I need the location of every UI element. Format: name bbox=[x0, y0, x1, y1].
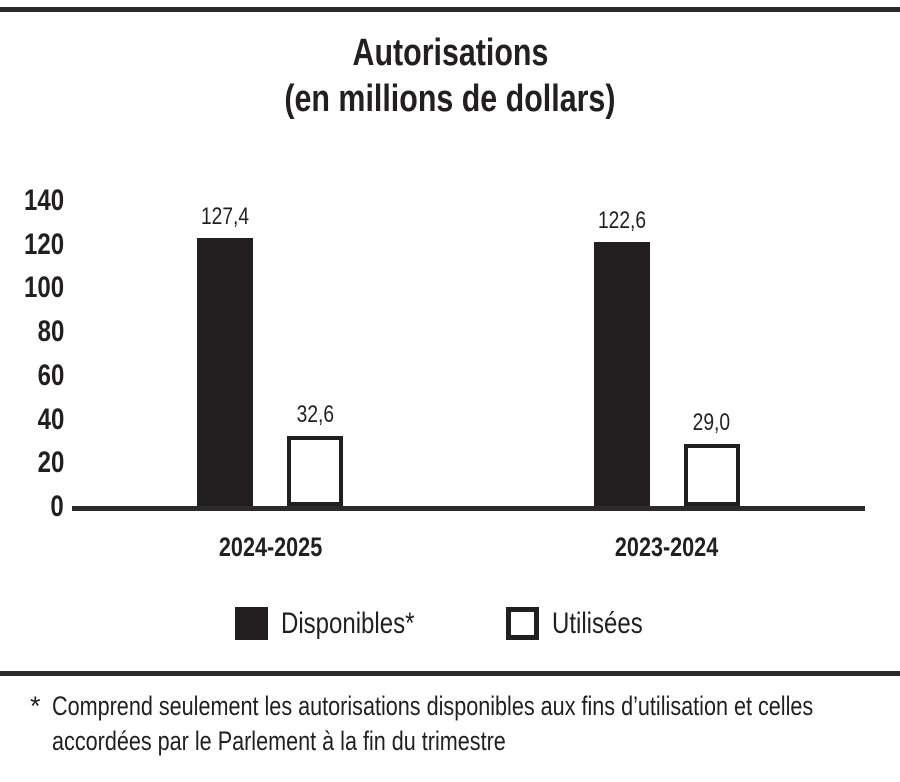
chart-subtitle-text: (en millions de dollars) bbox=[284, 78, 616, 120]
bar-cell-disponibles: 122,6 bbox=[593, 205, 650, 506]
legend-swatch-outlined-icon bbox=[505, 607, 539, 640]
y-axis-tick-text: 60 bbox=[37, 358, 64, 392]
y-axis-tick-text: 40 bbox=[37, 402, 64, 436]
footnote-divider bbox=[0, 671, 900, 676]
bar-value-label: 122,6 bbox=[597, 207, 646, 235]
bar-value-label: 29,0 bbox=[693, 408, 731, 436]
footnote-line-2: accordées par le Parlement à la fin du t… bbox=[52, 726, 506, 756]
bar-utilisees-2024-2025 bbox=[287, 435, 344, 506]
bar-cell-disponibles: 127,4 bbox=[197, 203, 254, 506]
report-figure: Autorisations (en millions de dollars) 0… bbox=[0, 7, 900, 759]
legend-label-utilisees: Utilisées bbox=[551, 606, 643, 640]
y-axis-tick-text: 0 bbox=[50, 490, 64, 523]
x-axis-label-text: 2024-2025 bbox=[218, 532, 322, 562]
bar-value-label: 127,4 bbox=[201, 203, 250, 230]
legend-item-disponibles: Disponibles* bbox=[234, 606, 448, 640]
y-axis-tick-label: 40 bbox=[0, 402, 64, 436]
y-axis-tick-label: 60 bbox=[0, 358, 64, 392]
legend-label-disponibles: Disponibles* bbox=[280, 606, 415, 640]
plot-area: 127,4 32,6 122,6 29,0 bbox=[72, 205, 865, 511]
bar-group-2023-2024: 122,6 29,0 bbox=[469, 205, 866, 506]
footnote-line-1: Comprend seulement les autorisations dis… bbox=[52, 691, 814, 721]
y-axis-tick-label: 0 bbox=[0, 492, 64, 522]
bar-chart: 0 20 40 60 80 100 120 140 127,4 32,6 122,6 29 bbox=[0, 186, 900, 522]
chart-subtitle: (en millions de dollars) bbox=[0, 76, 900, 122]
bar-cell-utilisees: 32,6 bbox=[287, 205, 344, 506]
chart-title-block: Autorisations (en millions de dollars) bbox=[0, 30, 900, 122]
bar-disponibles-2023-2024 bbox=[593, 242, 650, 506]
bar-group-2024-2025: 127,4 32,6 bbox=[72, 205, 469, 506]
y-axis-tick-label: 100 bbox=[0, 273, 64, 303]
y-axis-tick-label: 20 bbox=[0, 448, 64, 478]
footnote-text: Comprend seulement les autorisations dis… bbox=[52, 689, 900, 759]
top-divider bbox=[0, 7, 900, 12]
x-axis-label-text: 2023-2024 bbox=[615, 532, 719, 562]
bar-utilisees-2023-2024 bbox=[683, 443, 740, 506]
y-axis-tick-label: 140 bbox=[0, 186, 64, 216]
legend-swatch-filled-icon bbox=[234, 607, 268, 640]
footnote: * Comprend seulement les autorisations d… bbox=[0, 689, 900, 759]
x-axis-label-2023-2024: 2023-2024 bbox=[469, 532, 866, 563]
x-axis-label-2024-2025: 2024-2025 bbox=[72, 532, 469, 563]
y-axis-tick-text: 120 bbox=[23, 227, 64, 261]
y-axis-tick-label: 120 bbox=[0, 227, 64, 261]
chart-title: Autorisations bbox=[0, 30, 900, 76]
legend-item-utilisees: Utilisées bbox=[505, 606, 665, 640]
legend: Disponibles* Utilisées bbox=[0, 607, 900, 640]
y-axis-tick-label: 80 bbox=[0, 317, 64, 347]
chart-title-text: Autorisations bbox=[352, 32, 548, 74]
y-axis-tick-text: 80 bbox=[37, 315, 64, 349]
x-axis-labels: 2024-2025 2023-2024 bbox=[72, 532, 865, 563]
y-axis: 0 20 40 60 80 100 120 140 bbox=[0, 186, 72, 522]
bar-disponibles-2024-2025 bbox=[197, 238, 254, 506]
y-axis-tick-text: 100 bbox=[23, 271, 64, 305]
bar-cell-utilisees: 29,0 bbox=[683, 205, 740, 506]
y-axis-tick-text: 20 bbox=[37, 446, 64, 480]
footnote-marker: * bbox=[30, 691, 41, 721]
bar-value-label: 32,6 bbox=[296, 400, 334, 428]
y-axis-tick-text: 140 bbox=[23, 184, 64, 217]
